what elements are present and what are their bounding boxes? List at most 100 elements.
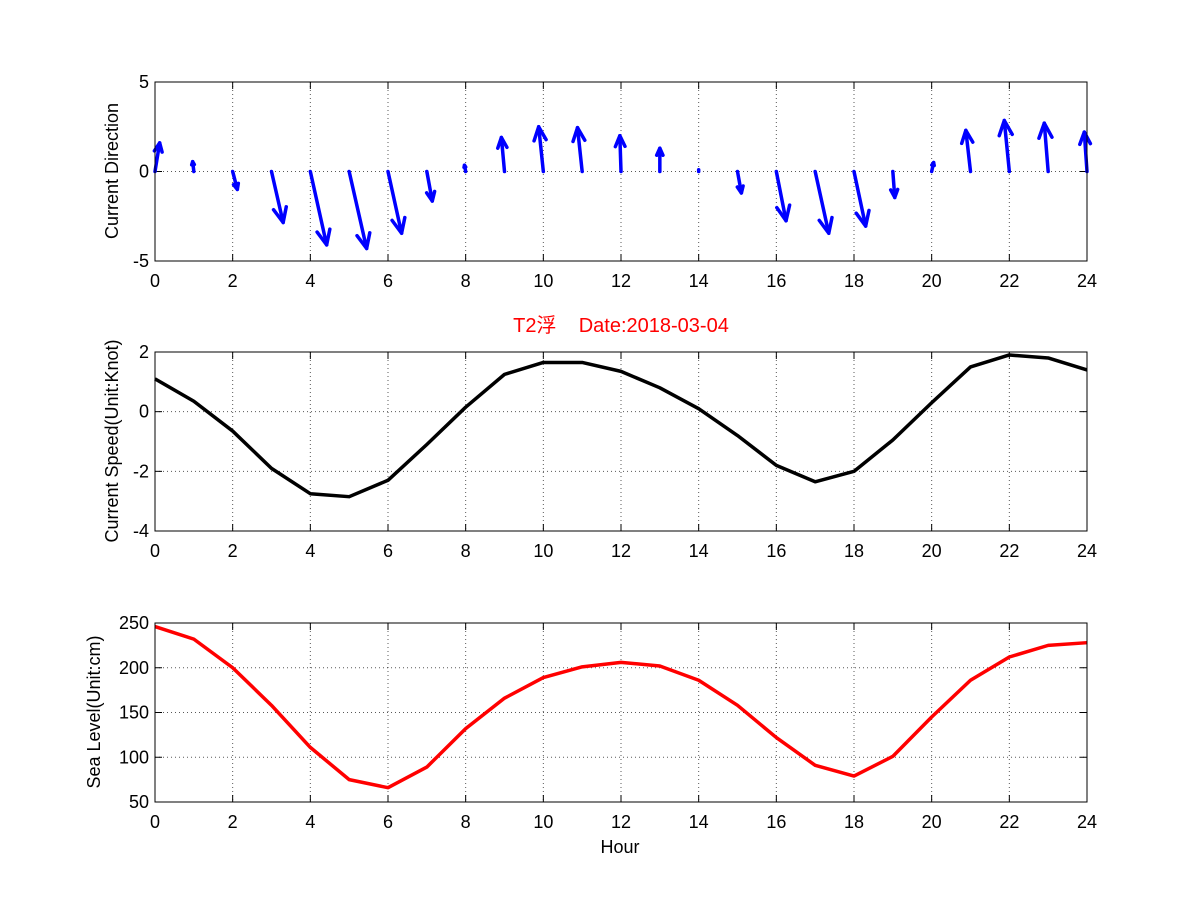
speed-y-tick-label: -2 [133, 461, 149, 481]
direction-x-tick-label: 6 [383, 271, 393, 291]
arrow-shaft [891, 169, 897, 200]
sea-level-y-tick-label: 200 [119, 658, 149, 678]
arrow-head [775, 203, 792, 223]
arrow-shaft [852, 169, 868, 228]
sea-level-xlabel: Hour [600, 837, 639, 857]
arrow-shaft [499, 135, 507, 174]
direction-axes-frame [154, 81, 1088, 262]
direction-x-tick-label: 2 [228, 271, 238, 291]
arrow-head [930, 160, 936, 168]
current-arrow [654, 146, 665, 174]
direction-y-tick-label: 0 [139, 162, 149, 182]
direction-x-tick-label: 4 [305, 271, 315, 291]
arrow-head [1078, 130, 1093, 147]
sea-level-y-tick-label: 250 [119, 613, 149, 633]
current-arrow [735, 169, 745, 195]
current-arrow [189, 159, 197, 174]
arrow-shaft [618, 133, 623, 174]
arrow-head [532, 125, 548, 143]
sea-level-x-tick-label: 22 [999, 812, 1019, 832]
arrow-shaft [425, 169, 435, 203]
arrow-shaft [575, 125, 584, 174]
sea-level-x-tick-label: 18 [844, 812, 864, 832]
current-direction-panel: 0 2 4 6 8 10 12 14 16 18 20 22 24-505 Current Direct… [102, 72, 1097, 291]
speed-x-tick-label: 12 [611, 541, 631, 561]
arrow-head [888, 187, 900, 200]
sea-level-y-tick-label: 150 [119, 703, 149, 723]
arrow-head [817, 215, 834, 235]
current-arrow [997, 118, 1014, 174]
sea-level-x-tick-label: 24 [1077, 812, 1097, 832]
speed-y-tick-label: 0 [139, 402, 149, 422]
sea-level-x-tick-label: 2 [228, 812, 238, 832]
speed-series-line [154, 353, 1088, 499]
arrow-shaft [386, 169, 404, 236]
speed-x-tick-label: 4 [305, 541, 315, 561]
arrow-head [613, 133, 627, 149]
current-arrow [613, 133, 627, 174]
current-arrow [386, 169, 407, 236]
sea-level-x-tick-label: 8 [461, 812, 471, 832]
current-arrow [152, 141, 164, 174]
current-arrow [269, 169, 289, 225]
arrow-shaft [964, 128, 973, 174]
arrow-head [189, 159, 197, 167]
speed-y-tick-label: -4 [133, 521, 149, 541]
arrow-head [271, 205, 289, 225]
sea-level-axes-frame [154, 622, 1088, 803]
current-speed-ylabel: Current Speed(Unit:Knot) [102, 339, 122, 542]
speed-axes-frame [154, 351, 1088, 532]
arrow-shaft [269, 169, 285, 225]
sea-level-x-tick-label: 0 [150, 812, 160, 832]
arrow-head [315, 227, 332, 247]
current-arrow [852, 169, 871, 228]
arrow-shaft [813, 169, 831, 236]
speed-y-tick-label: 2 [139, 342, 149, 362]
sea-level-series-line [154, 624, 1088, 790]
current-arrow [424, 169, 437, 203]
current-arrow [1037, 121, 1054, 174]
arrow-head [735, 184, 745, 195]
speed-x-tick-label: 2 [228, 541, 238, 561]
direction-x-tick-label: 0 [150, 271, 160, 291]
sea-level-y-tick-label: 50 [129, 792, 149, 812]
speed-x-tick-label: 22 [999, 541, 1019, 561]
direction-x-tick-label: 10 [533, 271, 553, 291]
current-arrow [462, 163, 468, 174]
arrow-head [1037, 121, 1054, 141]
sea-level-y-tick-label: 100 [119, 747, 149, 767]
speed-x-tick-label: 8 [461, 541, 471, 561]
chart-title: T2浮 Date:2018-03-04 [513, 314, 729, 337]
arrow-shaft [308, 169, 329, 247]
current-arrow [813, 169, 834, 236]
speed-x-tick-label: 14 [689, 541, 709, 561]
direction-x-tick-label: 18 [844, 271, 864, 291]
speed-x-tick-label: 24 [1077, 541, 1097, 561]
sea-level-x-tick-label: 16 [766, 812, 786, 832]
sea-level-ylabel: Sea Level(Unit:cm) [84, 635, 104, 788]
direction-x-tick-label: 14 [689, 271, 709, 291]
direction-y-tick-label: 5 [139, 72, 149, 92]
arrow-shaft [774, 169, 788, 223]
current-direction-ylabel: Current Direction [102, 103, 122, 239]
current-arrow [347, 169, 372, 251]
sea-level-x-tick-label: 20 [922, 812, 942, 832]
direction-x-tick-label: 24 [1077, 271, 1097, 291]
arrow-head [571, 125, 587, 144]
arrow-head [152, 141, 164, 154]
arrow-head [462, 163, 468, 170]
arrow-shaft [153, 141, 162, 174]
direction-y-tick-label: -5 [133, 251, 149, 271]
sea-level-x-tick-label: 10 [533, 812, 553, 832]
direction-x-tick-label: 20 [922, 271, 942, 291]
current-arrow [929, 160, 936, 174]
arrow-shaft [536, 125, 546, 174]
current-arrow [532, 125, 548, 174]
arrow-head [496, 135, 509, 150]
direction-x-tick-label: 8 [461, 271, 471, 291]
speed-x-tick-label: 20 [922, 541, 942, 561]
sea-level-x-tick-label: 4 [305, 812, 315, 832]
current-arrow [496, 135, 509, 174]
